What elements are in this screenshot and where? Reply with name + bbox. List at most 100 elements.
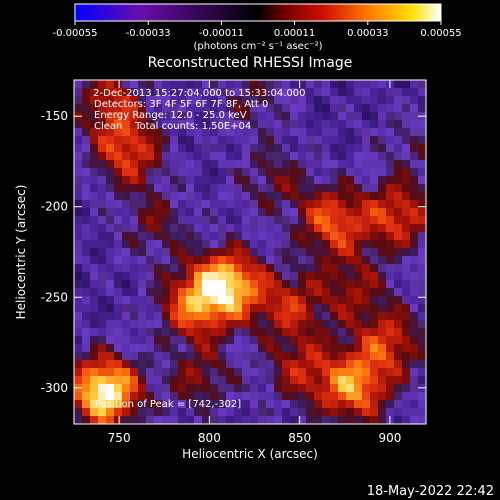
heatmap-cell	[162, 224, 171, 233]
heatmap-cell	[226, 392, 235, 401]
y-tick-label: -300	[41, 381, 68, 395]
heatmap-cell	[274, 280, 283, 289]
heatmap-cell	[338, 160, 347, 169]
heatmap-cell	[322, 376, 331, 385]
heatmap-cell	[266, 256, 275, 265]
heatmap-cell	[154, 376, 163, 385]
heatmap-cell	[346, 328, 355, 337]
heatmap-cell	[378, 216, 387, 225]
heatmap-cell	[74, 216, 83, 225]
heatmap-cell	[82, 200, 91, 209]
heatmap-cell	[386, 360, 395, 369]
heatmap-cell	[90, 304, 99, 313]
heatmap-cell	[210, 368, 219, 377]
heatmap-cell	[234, 80, 243, 89]
heatmap-cell	[418, 152, 426, 161]
heatmap-cell	[298, 120, 307, 129]
heatmap-cell	[386, 128, 395, 137]
heatmap-cell	[378, 408, 387, 417]
heatmap-cell	[410, 120, 419, 129]
heatmap-cell	[362, 416, 371, 424]
x-tick-label: 750	[108, 431, 131, 445]
heatmap-cell	[370, 360, 379, 369]
heatmap-cell	[322, 344, 331, 353]
heatmap-cell	[138, 144, 147, 153]
heatmap-cell	[242, 120, 251, 129]
heatmap-cell	[162, 136, 171, 145]
heatmap-cell	[290, 376, 299, 385]
heatmap-cell	[274, 200, 283, 209]
heatmap-cell	[162, 288, 171, 297]
heatmap-cell	[122, 128, 131, 137]
heatmap-cell	[154, 304, 163, 313]
heatmap-cell	[178, 240, 187, 249]
heatmap-cell	[146, 400, 155, 409]
heatmap-cell	[282, 296, 291, 305]
heatmap-cell	[346, 120, 355, 129]
heatmap-cell	[226, 184, 235, 193]
heatmap-cell	[98, 368, 107, 377]
heatmap-cell	[274, 88, 283, 97]
heatmap-cell	[402, 104, 411, 113]
heatmap-cell	[90, 240, 99, 249]
heatmap-cell	[378, 344, 387, 353]
heatmap-cell	[242, 376, 251, 385]
heatmap-cell	[130, 112, 139, 121]
heatmap-cell	[386, 368, 395, 377]
heatmap-cell	[410, 168, 419, 177]
heatmap-cell	[362, 272, 371, 281]
heatmap-cell	[194, 312, 203, 321]
heatmap-cell	[114, 296, 123, 305]
heatmap-cell	[82, 144, 91, 153]
heatmap-cell	[258, 112, 267, 121]
heatmap-cell	[378, 200, 387, 209]
heatmap-cell	[330, 408, 339, 417]
heatmap-cell	[306, 80, 315, 89]
heatmap-cell	[266, 184, 275, 193]
heatmap-cell	[306, 232, 315, 241]
heatmap-cell	[178, 400, 187, 409]
heatmap-cell	[266, 208, 275, 217]
heatmap-cell	[378, 136, 387, 145]
heatmap-cell	[346, 288, 355, 297]
heatmap-cell	[282, 360, 291, 369]
heatmap-cell	[82, 280, 91, 289]
heatmap-cell	[330, 240, 339, 249]
heatmap-cell	[410, 304, 419, 313]
heatmap-cell	[98, 88, 107, 97]
heatmap-cell	[74, 176, 83, 185]
heatmap-cell	[314, 192, 323, 201]
heatmap-cell	[290, 136, 299, 145]
heatmap-cell	[242, 352, 251, 361]
heatmap-cell	[74, 200, 83, 209]
heatmap-cell	[106, 408, 115, 417]
heatmap-cell	[258, 232, 267, 241]
heatmap-cell	[290, 312, 299, 321]
heatmap-cell	[234, 312, 243, 321]
heatmap-cell	[154, 312, 163, 321]
heatmap-cell	[130, 352, 139, 361]
heatmap-cell	[170, 152, 179, 161]
heatmap-cell	[154, 112, 163, 121]
heatmap-cell	[154, 408, 163, 417]
heatmap-cell	[194, 352, 203, 361]
heatmap-cell	[218, 336, 227, 345]
heatmap-cell	[338, 216, 347, 225]
heatmap-cell	[346, 176, 355, 185]
heatmap-cell	[346, 384, 355, 393]
heatmap-cell	[202, 96, 211, 105]
heatmap-cell	[202, 152, 211, 161]
heatmap-cell	[410, 216, 419, 225]
heatmap-cell	[290, 320, 299, 329]
heatmap-cell	[130, 128, 139, 137]
heatmap-cell	[146, 192, 155, 201]
heatmap-cell	[250, 144, 259, 153]
heatmap-cell	[298, 80, 307, 89]
heatmap-cell	[82, 176, 91, 185]
heatmap-cell	[370, 184, 379, 193]
heatmap-cell	[146, 200, 155, 209]
heatmap-cell	[98, 280, 107, 289]
heatmap-cell	[202, 296, 211, 305]
heatmap-cell	[250, 240, 259, 249]
heatmap-cell	[242, 96, 251, 105]
